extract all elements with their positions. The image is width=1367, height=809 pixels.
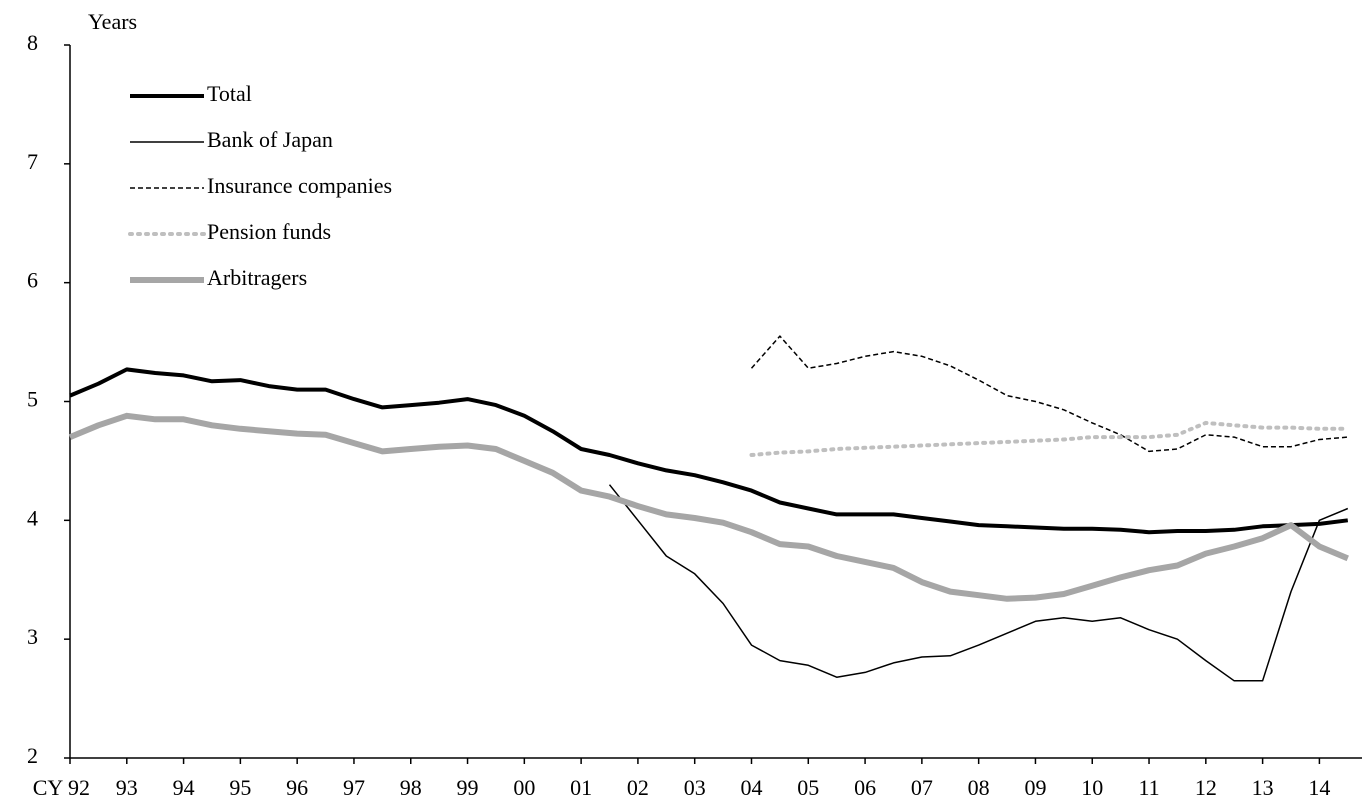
x-tick-label: 96 — [286, 775, 308, 800]
series-line — [750, 335, 1348, 453]
x-tick-label: 07 — [911, 775, 933, 800]
x-tick-label: 95 — [229, 775, 251, 800]
x-tick-label: 97 — [343, 775, 365, 800]
x-tick-label: 03 — [684, 775, 706, 800]
x-tick-label: 98 — [400, 775, 422, 800]
x-tick-label: CY 92 — [33, 775, 90, 800]
x-tick-label: 08 — [968, 775, 990, 800]
y-tick-label: 2 — [27, 743, 38, 768]
series-line — [608, 484, 1349, 682]
x-tick-label: 11 — [1138, 775, 1159, 800]
y-tick-label: 5 — [27, 387, 38, 412]
legend-label: Insurance companies — [207, 173, 392, 198]
x-tick-label: 14 — [1308, 775, 1330, 800]
x-tick-label: 10 — [1081, 775, 1103, 800]
series-line — [69, 367, 1349, 535]
x-tick-label: 00 — [513, 775, 535, 800]
series-line — [68, 412, 1349, 602]
x-tick-label: 09 — [1024, 775, 1046, 800]
x-tick-label: 94 — [173, 775, 195, 800]
x-tick-label: 02 — [627, 775, 649, 800]
legend-label: Bank of Japan — [207, 127, 333, 152]
y-tick-label: 3 — [27, 624, 38, 649]
legend-label: Arbitragers — [207, 265, 307, 290]
x-tick-label: 13 — [1252, 775, 1274, 800]
x-tick-label: 06 — [854, 775, 876, 800]
y-tick-label: 7 — [27, 149, 38, 174]
y-tick-label: 6 — [27, 268, 38, 293]
y-axis-label: Years — [88, 9, 137, 34]
y-tick-label: 8 — [27, 30, 38, 55]
x-tick-label: 04 — [740, 775, 762, 800]
x-tick-label: 99 — [457, 775, 479, 800]
x-tick-label: 12 — [1195, 775, 1217, 800]
x-tick-label: 01 — [570, 775, 592, 800]
y-tick-label: 4 — [27, 505, 38, 530]
legend-label: Pension funds — [207, 219, 331, 244]
x-tick-label: 93 — [116, 775, 138, 800]
x-tick-label: 05 — [797, 775, 819, 800]
legend-label: Total — [207, 81, 252, 106]
series-line — [749, 420, 1350, 457]
